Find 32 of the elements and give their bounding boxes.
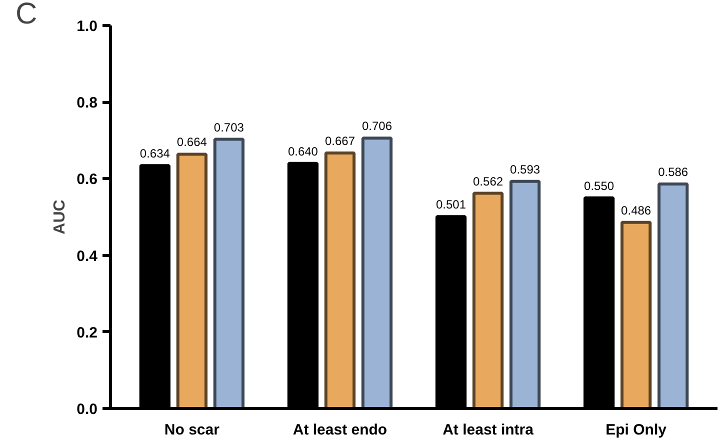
bar [361, 136, 393, 408]
data-label: 0.640 [288, 144, 318, 158]
data-label: 0.593 [510, 162, 540, 176]
x-tick-label: Epi Only [606, 422, 668, 438]
y-tick-label: 0.4 [76, 248, 98, 265]
data-label: 0.486 [621, 203, 652, 218]
x-tick-label: At least endo [292, 422, 388, 438]
data-label: 0.586 [658, 165, 688, 180]
y-tick-label: 1.0 [76, 18, 98, 35]
data-label: 0.667 [324, 134, 356, 148]
bar [472, 192, 504, 408]
x-tick-label: At least intra [442, 422, 534, 438]
data-label: 0.550 [584, 178, 614, 193]
bar [324, 152, 356, 408]
data-label: 0.562 [473, 174, 504, 188]
text: C [16, 0, 38, 30]
data-label: 0.634 [140, 146, 170, 161]
x-tick-label: No scar [164, 422, 220, 438]
y-tick-label: 0.2 [76, 324, 98, 342]
bar [213, 138, 245, 408]
y-axis-title: AUC [52, 199, 69, 234]
data-label: 0.501 [436, 198, 466, 212]
data-label: 0.664 [176, 135, 208, 150]
y-tick-label: 0.8 [76, 94, 98, 112]
data-label: 0.703 [214, 120, 244, 134]
bar [658, 182, 689, 408]
y-tick-label: 0.6 [76, 171, 98, 188]
bar [176, 152, 208, 408]
bar [509, 180, 541, 408]
bar [620, 220, 652, 408]
data-label: 0.706 [362, 119, 392, 134]
y-tick-label: 0.0 [76, 401, 98, 418]
